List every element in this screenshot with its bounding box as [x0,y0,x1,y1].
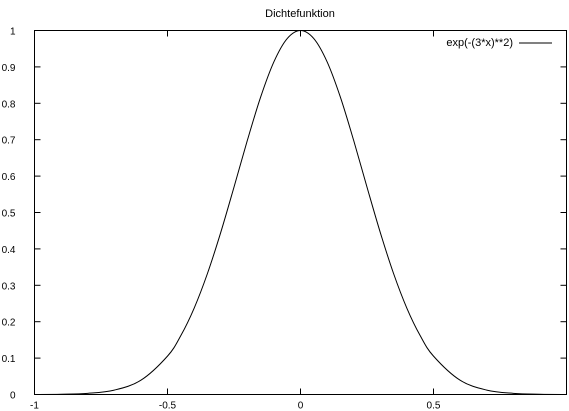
legend-label: exp(-(3*x)**2) [446,37,513,49]
y-tick-label: 0.4 [2,245,16,256]
chart-title: Dichtefunktion [265,8,335,20]
x-tick-label: -0.5 [159,401,177,411]
y-tick-label: 0.5 [2,209,16,220]
x-tick-label: 0.5 [427,401,441,411]
y-tick-label: 0.1 [2,354,16,365]
y-tick-label: 0.9 [2,63,16,74]
series-layer [34,29,567,395]
y-tick-label: 0.8 [2,99,16,110]
x-tick-label: -1 [30,401,39,411]
axis-ticks [34,30,567,395]
series-line [34,29,567,395]
y-tick-label: 0.2 [2,318,16,329]
legend: exp(-(3*x)**2) [446,37,552,49]
y-tick-label: 1 [10,27,16,38]
plot-frame [34,30,567,395]
x-tick-label: 0 [298,401,304,411]
y-tick-label: 0.3 [2,281,16,292]
y-tick-label: 0.7 [2,136,16,147]
y-tick-label: 0 [10,391,16,402]
axis-tick-labels: 0 0.1 0.2 0.3 0.4 0.5 0.6 0.7 0.8 0.9 1 -1 -0.5 0 0.5 [2,27,441,411]
y-tick-label: 0.6 [2,172,16,183]
